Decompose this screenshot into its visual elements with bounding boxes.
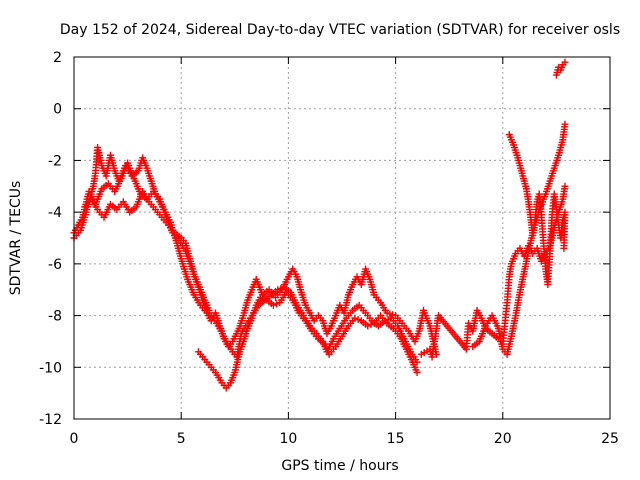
data-point: [351, 314, 359, 322]
data-point: [257, 293, 265, 301]
y-tick-label: -10: [39, 360, 62, 376]
data-point: [413, 368, 421, 376]
x-tick-label: 20: [494, 431, 512, 447]
data-point: [560, 244, 568, 252]
x-tick-label: 10: [279, 431, 297, 447]
y-tick-label: -8: [48, 309, 62, 325]
y-tick-label: -6: [48, 257, 62, 273]
data-point: [274, 286, 282, 294]
data-point: [384, 315, 392, 323]
x-tick-label: 25: [601, 431, 619, 447]
data-point: [561, 120, 569, 128]
y-tick-label: -12: [39, 412, 62, 428]
data-point: [205, 306, 213, 314]
y-tick-label: 0: [53, 102, 62, 118]
series-track-a: [70, 144, 440, 358]
data-point: [561, 182, 569, 190]
series-track-c: [81, 187, 213, 314]
chart-title: Day 152 of 2024, Sidereal Day-to-day VTE…: [60, 22, 620, 38]
data-point: [260, 295, 268, 303]
x-tick-label: 15: [387, 431, 405, 447]
x-axis: 0 5 10 15 20 25: [70, 57, 619, 447]
y-tick-label: 2: [53, 50, 62, 66]
y-tick-label: -2: [48, 153, 62, 169]
plot-frame: [73, 56, 611, 420]
series-track-f: [469, 120, 569, 358]
data-point: [273, 300, 281, 308]
data-point: [367, 321, 375, 329]
data-point: [364, 322, 372, 330]
x-tick-label: 5: [177, 431, 186, 447]
series-track-g: [505, 131, 569, 289]
data-points: [70, 58, 569, 392]
x-axis-label: GPS time / hours: [281, 458, 398, 474]
data-point: [269, 301, 277, 309]
y-tick-label: -4: [48, 205, 62, 221]
series-track-h: [552, 58, 569, 79]
series-track-d: [194, 288, 421, 392]
data-point: [354, 315, 362, 323]
y-axis-label: SDTVAR / TECUs: [8, 181, 24, 296]
x-tick-label: 0: [70, 431, 79, 447]
data-point: [561, 58, 569, 66]
y-axis: -12 -10 -8 -6 -4 -2 0 2: [39, 50, 610, 428]
